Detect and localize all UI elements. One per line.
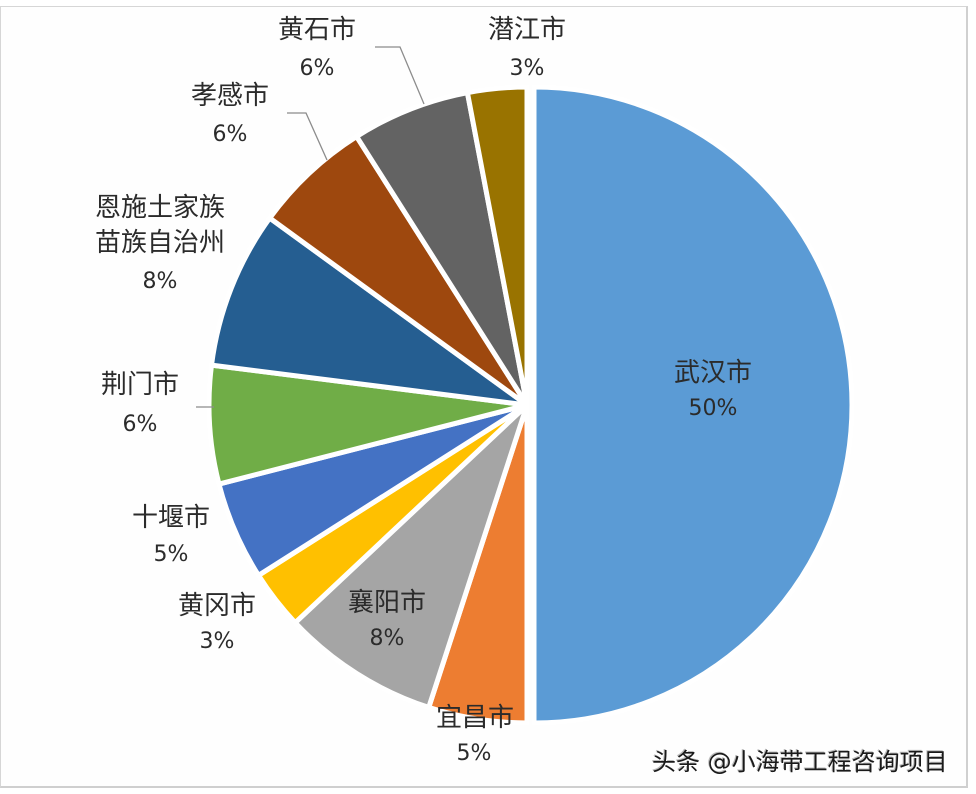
leader-lines	[196, 46, 425, 408]
label-jingmen-name: 荆门市	[101, 370, 179, 400]
label-huanggang-pct: 3%	[200, 629, 235, 654]
pie-slice	[209, 215, 530, 408]
label-xiaogan-pct: 6%	[213, 122, 248, 147]
label-shiyan-pct: 5%	[154, 542, 189, 567]
leader-line-xiaogan	[287, 112, 328, 161]
label-huanggang-name: 黄冈市	[178, 591, 256, 621]
label-wuhan-pct: 50%	[689, 396, 738, 421]
label-huangshi-pct: 6%	[300, 56, 335, 81]
label-xiangyang-name: 襄阳市	[348, 588, 426, 618]
label-qianjiang-name: 潜江市	[488, 15, 566, 45]
pie-slice	[531, 84, 855, 726]
label-jingmen-pct: 6%	[123, 412, 158, 437]
label-yichang-pct: 5%	[457, 741, 492, 766]
label-yichang-name: 宜昌市	[436, 703, 514, 733]
label-shiyan-name: 十堰市	[132, 503, 210, 533]
data-labels: 武汉市 50% 宜昌市 5% 襄阳市 8% 黄冈市 3% 十堰市 5% 荆门市 …	[95, 15, 752, 766]
pie-slices	[206, 84, 855, 726]
watermark: 头条 @小海带工程咨询项目	[652, 748, 948, 776]
pie-slice	[464, 84, 530, 408]
pie-slice	[292, 402, 530, 710]
label-xiangyang-pct: 8%	[370, 626, 405, 651]
label-enshi-name-line2: 苗族自治州	[95, 228, 225, 258]
label-qianjiang-pct: 3%	[510, 56, 545, 81]
label-xiaogan-name: 孝感市	[191, 81, 269, 111]
label-enshi-pct: 8%	[143, 269, 178, 294]
label-enshi-name-line1: 恩施土家族	[95, 193, 225, 223]
label-huangshi-name: 黄石市	[278, 15, 356, 45]
label-wuhan-name: 武汉市	[674, 358, 752, 388]
leader-line-huangshi	[375, 46, 425, 105]
